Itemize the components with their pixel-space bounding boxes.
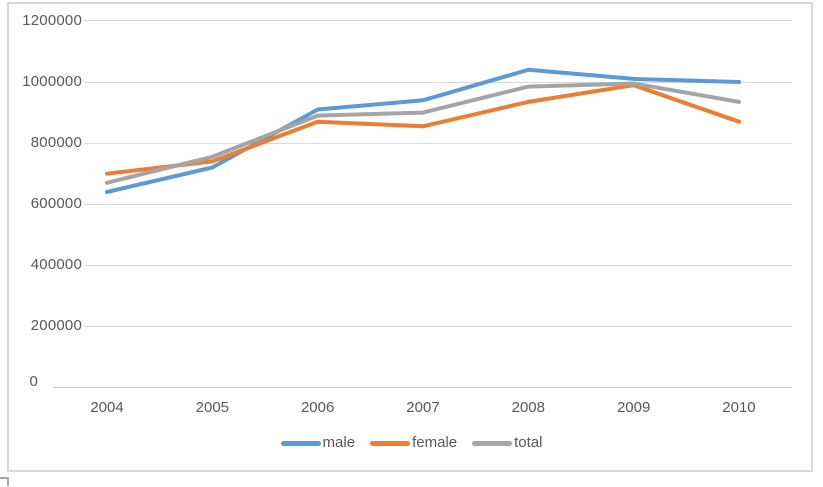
legend-label-total: total — [514, 434, 543, 451]
y-gridline — [84, 20, 792, 22]
y-axis-tick-label: 1200000 — [22, 11, 82, 29]
x-axis-tick-label: 2006 — [300, 399, 335, 416]
legend-label-female: female — [412, 434, 458, 451]
y-axis-tick-label: 1000000 — [22, 73, 82, 90]
x-axis-tick-label: 2009 — [616, 399, 651, 416]
legend-label-male: male — [322, 434, 356, 451]
y-axis-tick-label: 400000 — [30, 256, 82, 274]
x-axis-tick-label: 2010 — [722, 399, 756, 416]
adjacent-object-corner-mark — [0, 477, 9, 486]
x-axis-tick-label: 2004 — [90, 399, 124, 416]
y-gridline — [84, 264, 792, 266]
series-line-male — [105, 67, 741, 194]
x-axis-line — [53, 387, 792, 388]
y-axis-tick-label: 0 — [29, 372, 38, 390]
y-gridline — [84, 203, 792, 205]
legend-item-total: total — [472, 434, 542, 452]
legend: male female total — [0, 434, 823, 452]
y-gridline — [84, 325, 792, 327]
series-line-total — [105, 81, 741, 185]
y-axis-tick-label: 600000 — [30, 195, 82, 213]
legend-item-male: male — [280, 434, 356, 452]
y-axis-tick-label: 200000 — [30, 317, 82, 335]
y-gridline — [84, 81, 792, 83]
legend-line-swatch-male-icon — [280, 440, 321, 446]
legend-item-female: female — [370, 434, 457, 452]
y-axis-tick-label: 800000 — [30, 134, 82, 152]
x-axis-tick-label: 2005 — [195, 399, 230, 416]
x-axis-tick-label: 2007 — [406, 399, 440, 416]
legend-line-swatch-total-icon — [472, 440, 513, 446]
x-axis-tick-label: 2008 — [511, 399, 545, 416]
legend-line-swatch-female-icon — [370, 440, 411, 446]
y-gridline — [84, 142, 792, 144]
